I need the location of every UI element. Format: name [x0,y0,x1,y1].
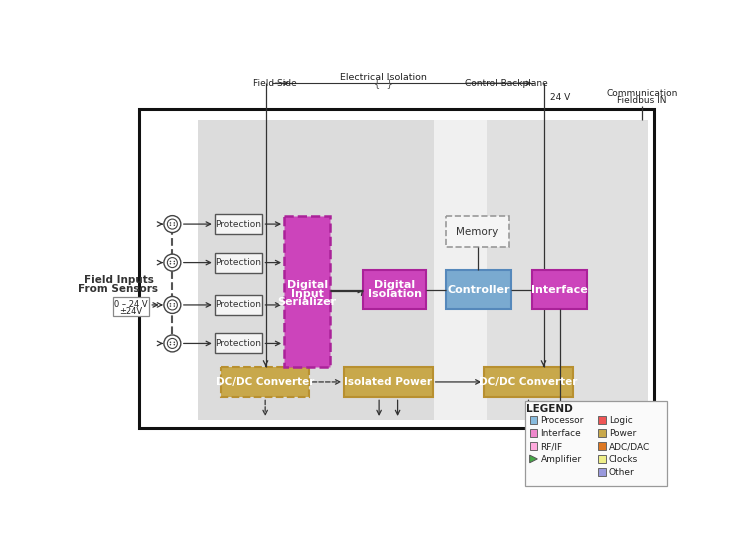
FancyBboxPatch shape [215,295,263,315]
FancyBboxPatch shape [215,333,263,353]
FancyBboxPatch shape [197,120,486,421]
Circle shape [174,263,175,264]
Circle shape [164,216,181,232]
Bar [598,468,606,476]
FancyBboxPatch shape [344,367,432,397]
Text: Interface: Interface [531,284,588,295]
FancyBboxPatch shape [525,401,667,486]
FancyBboxPatch shape [532,270,587,309]
Text: Electrical Isolation: Electrical Isolation [340,73,427,82]
Circle shape [170,305,171,307]
FancyBboxPatch shape [486,120,649,421]
Text: Logic: Logic [609,416,633,425]
Circle shape [164,254,181,271]
FancyBboxPatch shape [446,270,511,309]
Circle shape [174,225,175,226]
Circle shape [168,300,177,310]
Text: Field Inputs: Field Inputs [84,275,153,285]
Text: 24 V: 24 V [551,427,571,437]
Bar [598,455,606,463]
FancyBboxPatch shape [434,120,486,421]
Text: Field Side: Field Side [254,79,297,88]
Text: DC/DC Converter: DC/DC Converter [479,377,577,387]
Circle shape [168,258,177,268]
Text: Protection: Protection [215,339,262,348]
Text: Isolated Power: Isolated Power [344,377,432,387]
Text: Processor: Processor [540,416,583,425]
Circle shape [168,338,177,348]
Bar [598,442,606,450]
Text: Memory: Memory [456,227,498,237]
Circle shape [174,261,175,262]
Text: Interface: Interface [540,429,581,438]
FancyBboxPatch shape [364,270,426,309]
FancyBboxPatch shape [139,109,654,428]
Text: Communication: Communication [607,89,678,98]
FancyBboxPatch shape [446,216,509,247]
Text: Protection: Protection [215,300,262,310]
Text: Input: Input [291,289,324,299]
Bar [530,416,537,423]
Circle shape [168,219,177,229]
Text: Power: Power [609,429,637,438]
Circle shape [170,225,171,226]
Text: LEGEND: LEGEND [527,404,573,414]
Circle shape [170,261,171,262]
Circle shape [164,296,181,314]
Text: Digital: Digital [374,280,415,290]
Text: Fieldbus IN: Fieldbus IN [617,95,666,105]
Text: Serializer: Serializer [278,297,337,307]
Circle shape [164,335,181,352]
Bar [530,429,537,437]
Circle shape [170,263,171,264]
Text: Protection: Protection [215,220,262,229]
Circle shape [174,303,175,305]
Text: Other: Other [609,468,635,477]
Text: 0 – 24 V: 0 – 24 V [114,300,147,309]
FancyBboxPatch shape [113,297,150,316]
Text: ADC/DAC: ADC/DAC [609,442,650,451]
Text: From Sensors: From Sensors [79,284,159,294]
Text: Fieldbus OUT: Fieldbus OUT [556,447,615,456]
FancyBboxPatch shape [284,216,330,367]
Text: ±24V: ±24V [119,306,142,316]
Text: Controller: Controller [447,284,509,295]
FancyBboxPatch shape [484,367,573,397]
Text: {  }: { } [374,78,393,88]
Text: Digital: Digital [286,280,328,290]
Text: 24 V: 24 V [551,93,571,102]
Text: Isolation: Isolation [368,289,422,299]
Circle shape [170,342,171,343]
Circle shape [174,344,175,346]
FancyBboxPatch shape [221,367,310,397]
Circle shape [174,342,175,343]
Circle shape [170,303,171,305]
Bar [530,442,537,450]
Polygon shape [530,455,537,463]
Text: Communication: Communication [549,439,621,448]
Circle shape [170,222,171,224]
Bar [598,429,606,437]
Text: DC/DC Converter: DC/DC Converter [216,377,314,387]
Text: RF/IF: RF/IF [540,442,562,451]
Text: Protection: Protection [215,258,262,267]
Bar [598,416,606,423]
Circle shape [174,305,175,307]
Text: Clocks: Clocks [609,455,638,464]
Text: Control Backplane: Control Backplane [465,79,548,88]
FancyBboxPatch shape [215,214,263,234]
Text: Amplifier: Amplifier [540,455,581,464]
FancyBboxPatch shape [215,253,263,273]
Circle shape [170,344,171,346]
Circle shape [174,222,175,224]
